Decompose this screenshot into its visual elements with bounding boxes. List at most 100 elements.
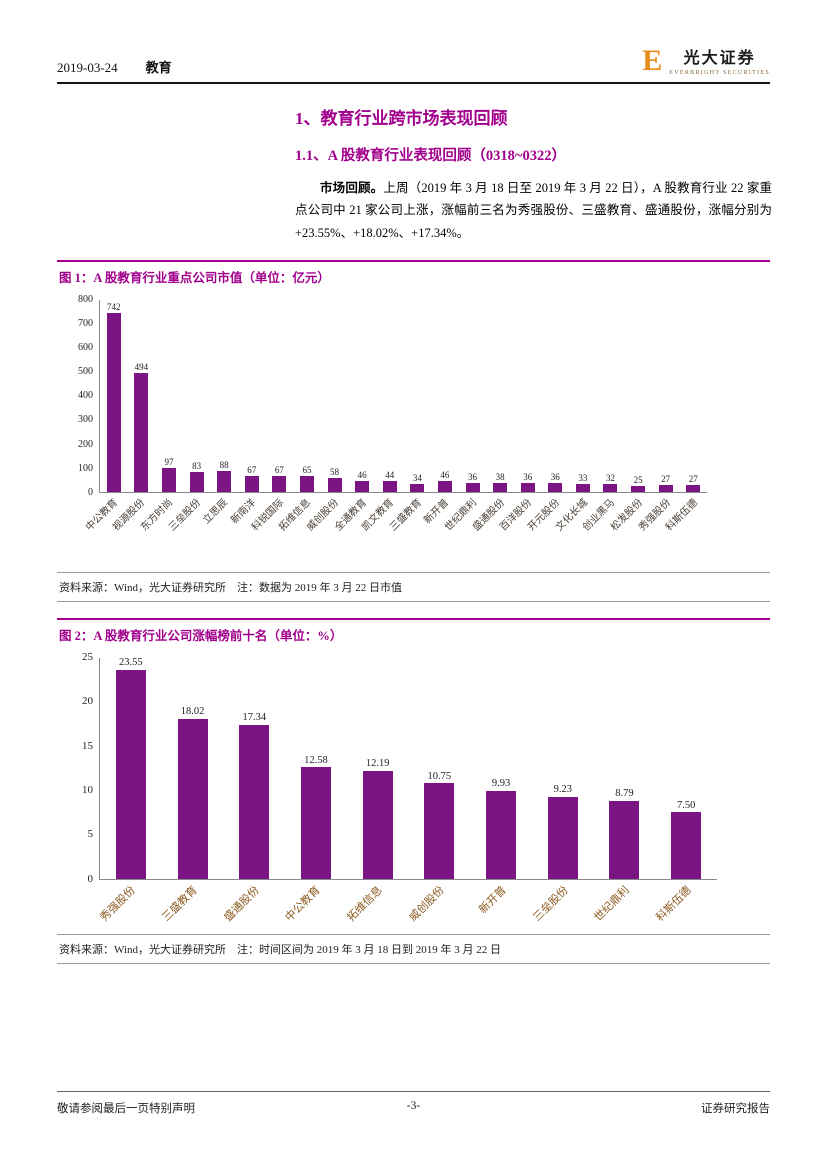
bar [272,475,287,492]
bar-column: 36 [542,300,570,492]
bar-column: 23.55 [100,658,162,879]
y-axis-tick-label: 0 [87,872,94,885]
x-axis-label: 拓维信息 [345,884,385,924]
x-axis-label: 中公教育 [283,884,324,924]
bar-column: 18.02 [162,658,224,879]
y-axis-tick-label: 5 [87,828,94,841]
bar-column: 12.58 [285,658,347,879]
figure-2: 图 2：A 股教育行业公司涨幅榜前十名（单位：%） 0 5 10 15 20 25 23.5… [57,617,770,964]
bar-value-label: 12.19 [365,758,390,770]
bar [575,483,590,492]
y-axis-tick-label: 200 [78,438,93,450]
bar-column: 27 [652,300,680,492]
bar [658,485,673,492]
bar [355,480,370,492]
brand-name: 光大证券 [683,50,756,67]
bar [631,485,646,492]
bar [609,800,640,879]
bar [382,481,397,492]
bar-value-label: 36 [550,472,560,483]
bar-column: 44 [376,300,404,492]
bar-column: 32 [597,300,625,492]
bar-value-label: 27 [688,474,698,485]
bar [486,790,517,879]
bar-column: 27 [679,300,707,492]
figure-1-title: 图 1：A 股教育行业重点公司市值（单位：亿元） [59,270,330,285]
bar [437,480,452,492]
bar [244,475,259,492]
bar-value-label: 18.02 [180,706,205,718]
paragraph-body: 上周（2019 年 3 月 18 日至 2019 年 3 月 22 日），A 股… [295,181,772,240]
x-axis-label: 盛通股份 [221,884,262,924]
y-axis-tick-label: 600 [78,342,93,353]
report-date: 2019-03-24 [57,60,118,75]
bar-value-label: 33 [578,472,588,483]
everbright-logo-icon: E [642,43,663,77]
bar-column: 8.79 [594,658,656,879]
y-axis: 0 5 10 15 20 25 [57,651,99,884]
bar-value-label: 32 [605,473,615,484]
top-gainers-bar-chart: 0 5 10 15 20 25 23.55 18.02 17.34 12.58 12.19 10.75… [57,651,721,930]
bar [106,312,121,492]
bar-value-label: 25 [633,474,643,485]
bar [299,476,314,492]
figure-2-title: 图 2：A 股教育行业公司涨幅榜前十名（单位：%） [59,628,343,643]
bar-column: 10.75 [409,658,471,879]
bar-value-label: 12.58 [304,754,328,766]
bar-column: 7.50 [655,658,717,879]
bar [327,477,342,492]
bar-value-label: 65 [302,465,312,476]
bar-column: 9.23 [532,658,594,879]
report-category: 教育 [145,60,172,75]
x-axis-label: 威创股份 [407,884,447,924]
bar [161,468,176,492]
x-axis-label: 新开普 [476,884,509,916]
bar [362,770,393,879]
bar-value-label: 88 [219,459,229,470]
bar [520,483,535,492]
bar [671,812,702,879]
footer-disclaimer: 敬请参阅最后一页特别声明 [57,1103,195,1115]
bar-value-label: 10.75 [427,770,452,782]
bar-value-label: 67 [247,464,257,475]
bar-column: 36 [459,300,487,492]
bar-column: 67 [238,300,266,492]
bar-value-label: 494 [134,361,149,372]
bar-column: 46 [431,300,459,492]
bar-value-label: 46 [440,469,450,480]
plot-area: 23.55 18.02 17.34 12.58 12.19 10.75 9.93 9.23 8.… [99,658,717,880]
bar-column: 33 [569,300,597,492]
bar-column: 46 [348,300,376,492]
bar-column: 494 [128,300,156,492]
bar-value-label: 742 [107,301,121,312]
bar [189,471,204,492]
bar [115,669,146,879]
bar [493,482,508,492]
y-axis-tick-label: 0 [88,486,93,498]
figure-2-source: 资料来源：Wind，光大证券研究所 注：时间区间为 2019 年 3 月 18 … [57,933,770,964]
footer-report-type: 证券研究报告 [701,1103,770,1115]
bar [686,485,701,492]
bar-column: 36 [514,300,542,492]
bar-value-label: 44 [385,470,395,481]
bar [547,796,578,879]
bar-column: 12.19 [347,658,409,879]
bar [300,767,331,879]
bar-column: 25 [624,300,652,492]
bar-column: 97 [155,300,183,492]
bar-column: 65 [293,300,321,492]
x-axis-label: 三盛教育 [159,884,200,924]
bar-value-label: 17.34 [242,712,267,724]
y-axis: 0 100 200 300 400 500 600 700 800 [57,294,99,497]
y-axis-tick-label: 300 [78,414,93,426]
bar-value-label: 97 [164,457,174,468]
page-footer: 敬请参阅最后一页特别声明 -3- 证券研究报告 [57,1091,770,1116]
y-axis-tick-label: 400 [78,390,93,402]
brand-subtitle: EVERBRIGHT SECURITIES [669,70,770,76]
bar-column: 38 [486,300,514,492]
x-axis-label: 立思辰 [201,497,231,527]
bar-value-label: 58 [330,466,340,477]
page-number: -3- [406,1100,421,1112]
bar-column: 34 [404,300,432,492]
x-axis-label: 三垒股份 [530,884,571,924]
